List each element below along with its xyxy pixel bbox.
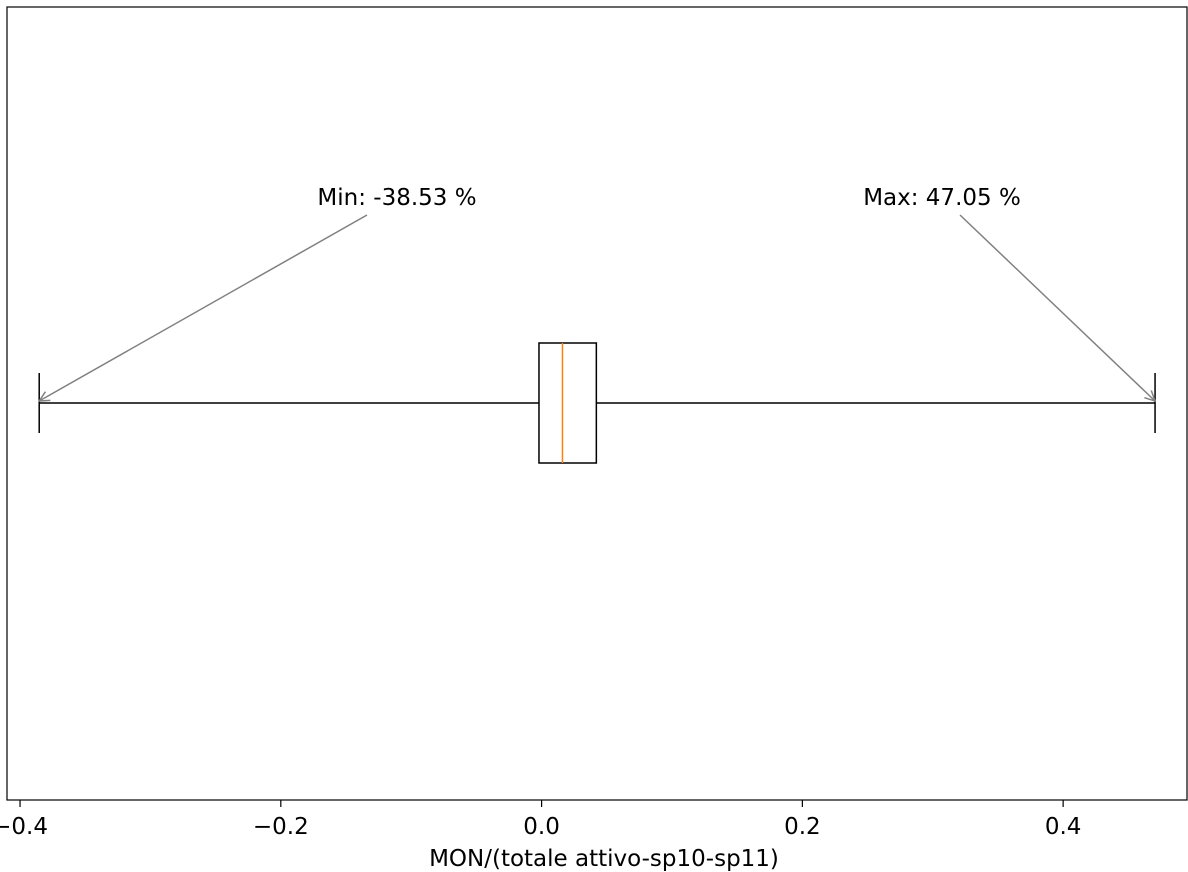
x-tick-label: −0.4	[0, 814, 48, 840]
x-tick-label: 0.4	[1045, 814, 1082, 840]
chart-marks: Min: -38.53 % Max: 47.05 %	[39, 185, 1155, 464]
annotation-min: Min: -38.53 %	[317, 185, 476, 211]
x-tick-label: −0.2	[253, 814, 309, 840]
x-tick-label: 0.2	[784, 814, 821, 840]
annotation-arrow	[39, 214, 368, 401]
x-axis: −0.4 −0.2 0.0 0.2 0.4	[0, 800, 1081, 840]
x-axis-label: MON/(totale attivo-sp10-sp11)	[429, 846, 779, 872]
x-tick-label: 0.0	[523, 814, 560, 840]
plot-frame	[6, 6, 1188, 801]
annotation-arrow	[959, 214, 1155, 401]
box-iqr	[538, 342, 598, 464]
annotation-max: Max: 47.05 %	[863, 185, 1021, 211]
